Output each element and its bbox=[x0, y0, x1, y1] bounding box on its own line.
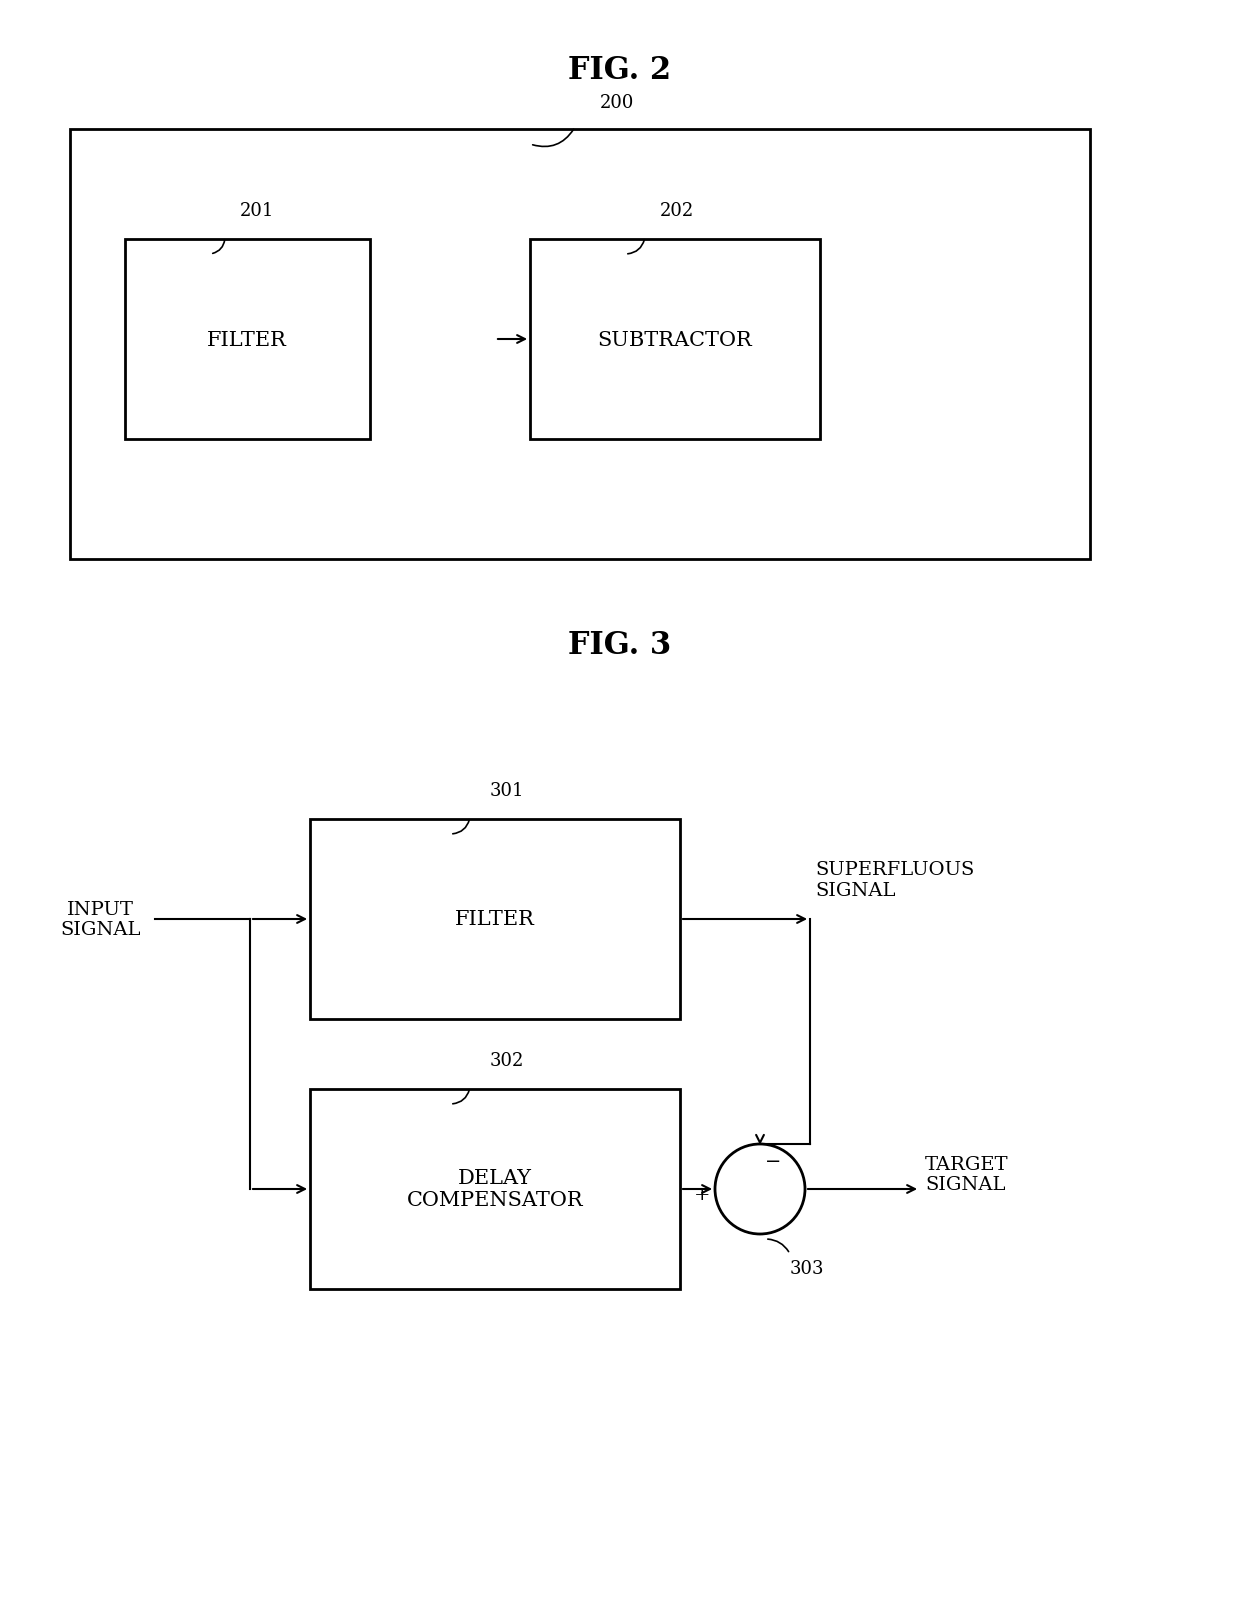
Text: INPUT
SIGNAL: INPUT SIGNAL bbox=[60, 900, 140, 938]
Circle shape bbox=[715, 1144, 805, 1234]
Text: 201: 201 bbox=[241, 202, 274, 220]
Bar bbox=[310, 820, 680, 1019]
Text: DELAY
COMPENSATOR: DELAY COMPENSATOR bbox=[407, 1168, 583, 1210]
Text: 302: 302 bbox=[490, 1051, 525, 1069]
Text: 301: 301 bbox=[490, 781, 525, 800]
Bar bbox=[125, 239, 370, 440]
Text: +: + bbox=[693, 1186, 711, 1204]
Text: SUBTRACTOR: SUBTRACTOR bbox=[598, 331, 753, 349]
Text: TARGET
SIGNAL: TARGET SIGNAL bbox=[925, 1155, 1008, 1194]
Text: FIG. 3: FIG. 3 bbox=[568, 630, 672, 660]
Text: FILTER: FILTER bbox=[207, 331, 286, 349]
Text: FILTER: FILTER bbox=[455, 910, 534, 929]
Text: 202: 202 bbox=[660, 202, 694, 220]
Text: −: − bbox=[765, 1152, 781, 1170]
Bar bbox=[69, 130, 1090, 559]
Text: SUPERFLUOUS
SIGNAL: SUPERFLUOUS SIGNAL bbox=[815, 861, 975, 900]
Text: FIG. 2: FIG. 2 bbox=[568, 55, 672, 85]
Bar bbox=[310, 1090, 680, 1289]
Text: 303: 303 bbox=[790, 1260, 825, 1278]
Bar bbox=[529, 239, 820, 440]
Text: 200: 200 bbox=[600, 93, 635, 112]
